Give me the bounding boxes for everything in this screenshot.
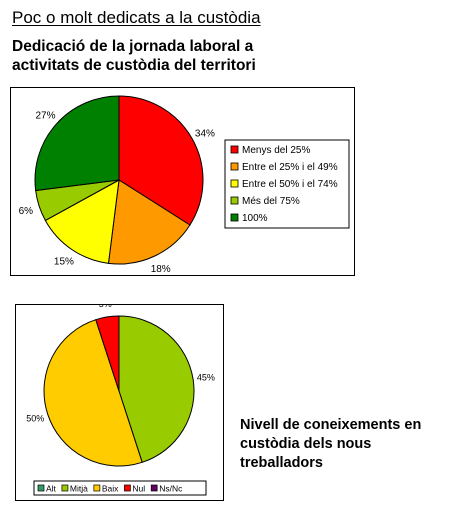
chart1-slice-entre-el-50-i-el-74 xyxy=(44,179,120,264)
chart2-caption-line-1: Nivell de coneixements en xyxy=(240,417,422,433)
chart1-label-entre-el-50-i-el-74: 15% xyxy=(54,257,74,268)
chart2-legend: Alt Mitjà Baix Nul Ns/Nc xyxy=(33,480,207,496)
chart1-legend-entry-entre-el-50-i-el-74: Entre el 50% i el 74% xyxy=(242,179,338,190)
chart1-legend-entry-m-s-del-75: Més del 75% xyxy=(242,196,300,207)
chart2-label-nul: 5% xyxy=(99,305,112,309)
chart2-caption-line-3: treballadors xyxy=(240,455,323,471)
chart1-title: Dedicació de la jornada laboral a activi… xyxy=(12,37,256,75)
chart2-legend-entry-nul: Nul xyxy=(132,484,145,494)
chart1-legend: Menys del 25% Entre el 25% i el 49% Entre … xyxy=(224,139,350,229)
knowledge-level-pie-chart: 45% 50% 5% Alt Mitjà Baix Nul Ns/Nc xyxy=(15,299,224,501)
chart1-legend-entry-menys-del-25: Menys del 25% xyxy=(242,145,310,156)
chart2-caption: Nivell de coneixements en custòdia dels … xyxy=(240,416,421,473)
chart1-legend-swatch-entre-el-50-i-el-74 xyxy=(230,179,239,188)
chart1-label-100: 27% xyxy=(35,111,55,122)
work-dedication-pie-chart: 34% 18% 15% 6% 27% Menys del 25% Entre el 25% … xyxy=(10,87,355,276)
chart2-label-mitj: 45% xyxy=(197,372,215,382)
chart2-legend-swatch-mitj xyxy=(61,484,69,492)
chart2-legend-swatch-baix xyxy=(93,484,101,492)
chart1-title-line-2: activitats de custòdia del territori xyxy=(12,57,256,74)
chart1-label-menys-del-25: 34% xyxy=(195,128,215,139)
chart1-slice-entre-el-25-i-el-49 xyxy=(107,179,191,265)
chart2-legend-swatch-ns-nc xyxy=(150,484,158,492)
chart2-slice-mitj xyxy=(118,315,195,463)
chart2-legend-entry-ns-nc: Ns/Nc xyxy=(159,484,183,494)
chart1-legend-entry-100: 100% xyxy=(242,213,268,224)
chart1-label-m-s-del-75: 6% xyxy=(19,206,34,217)
chart1-legend-swatch-menys-del-25 xyxy=(230,145,239,154)
chart1-legend-swatch-entre-el-25-i-el-49 xyxy=(230,162,239,171)
chart2-slice-baix xyxy=(43,319,143,467)
chart2-caption-line-2: custòdia dels nous xyxy=(240,436,372,452)
chart1-slice-100 xyxy=(34,95,120,192)
chart2-slice-nul xyxy=(95,315,120,392)
work-dedication-pie-svg: 34% 18% 15% 6% 27% Menys del 25% Entre el 25% … xyxy=(19,95,350,275)
chart2-legend-entry-alt: Alt xyxy=(46,484,57,494)
knowledge-level-pie-svg: 45% 50% 5% Alt Mitjà Baix Nul Ns/Nc xyxy=(26,299,215,496)
chart1-legend-swatch-100 xyxy=(230,213,239,222)
chart2-legend-entry-mitj: Mitjà xyxy=(70,484,88,494)
chart2-legend-entry-baix: Baix xyxy=(102,484,119,494)
chart1-legend-swatch-m-s-del-75 xyxy=(230,196,239,205)
chart1-label-entre-el-25-i-el-49: 18% xyxy=(151,264,171,275)
chart1-legend-entry-entre-el-25-i-el-49: Entre el 25% i el 49% xyxy=(242,162,338,173)
chart2-legend-swatch-nul xyxy=(124,484,131,492)
page-heading: Poc o molt dedicats a la custòdia xyxy=(12,8,261,27)
chart1-title-line-1: Dedicació de la jornada laboral a xyxy=(12,38,254,55)
chart2-label-baix: 50% xyxy=(26,413,44,423)
chart2-legend-swatch-alt xyxy=(37,484,45,492)
